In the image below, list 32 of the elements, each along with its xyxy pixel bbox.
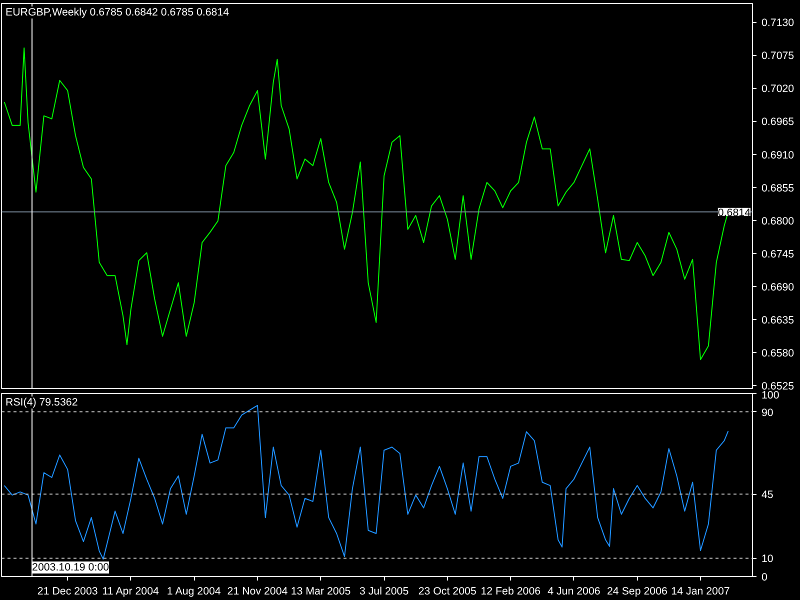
y-tick-label: 0.6580 — [762, 347, 794, 360]
y-tick-label: 0.6525 — [762, 380, 794, 392]
ref-line-label: 0.6814 — [718, 206, 751, 219]
y-tick-label: 0.6910 — [762, 149, 794, 162]
chart-title: EURGBP,Weekly 0.6785 0.6842 0.6785 0.6814 — [6, 6, 230, 18]
x-tick-label: 21 Nov 2004 — [227, 586, 288, 598]
x-tick-label: 3 Jul 2005 — [359, 586, 409, 598]
x-tick-label: 11 Apr 2004 — [102, 586, 160, 598]
x-tick-label: 14 Jan 2007 — [671, 586, 730, 598]
x-tick-label: 1 Aug 2004 — [166, 586, 221, 598]
y-tick-label: 0.6855 — [762, 182, 794, 194]
y-tick-label: 0 — [762, 572, 768, 584]
y-tick-label: 0.6745 — [762, 248, 794, 260]
y-tick-label: 0.6800 — [762, 215, 794, 228]
y-tick-label: 0.7075 — [762, 50, 794, 62]
y-tick-label: 10 — [762, 553, 774, 566]
y-tick-label: 45 — [762, 489, 774, 502]
y-tick-label: 100 — [762, 390, 780, 402]
y-tick-label: 0.6965 — [762, 116, 794, 128]
x-tick-label: 23 Oct 2005 — [418, 586, 476, 598]
x-tick-label: 21 Dec 2003 — [37, 586, 98, 598]
x-tick-label: 4 Jun 2006 — [548, 586, 600, 598]
x-tick-label: 24 Sep 2006 — [607, 586, 668, 598]
y-tick-label: 0.6690 — [762, 281, 794, 294]
y-tick-label: 0.7130 — [762, 17, 794, 30]
y-tick-label: 0.7020 — [762, 83, 794, 96]
x-tick-label: 13 Mar 2005 — [290, 586, 351, 598]
chart-title: RSI(4) 79.5362 — [6, 396, 78, 408]
y-tick-label: 90 — [762, 406, 774, 419]
ref-line-label: 2003.10.19 0:00 — [32, 562, 110, 574]
y-tick-label: 0.6635 — [762, 314, 794, 326]
x-tick-label: 12 Feb 2006 — [480, 586, 541, 598]
